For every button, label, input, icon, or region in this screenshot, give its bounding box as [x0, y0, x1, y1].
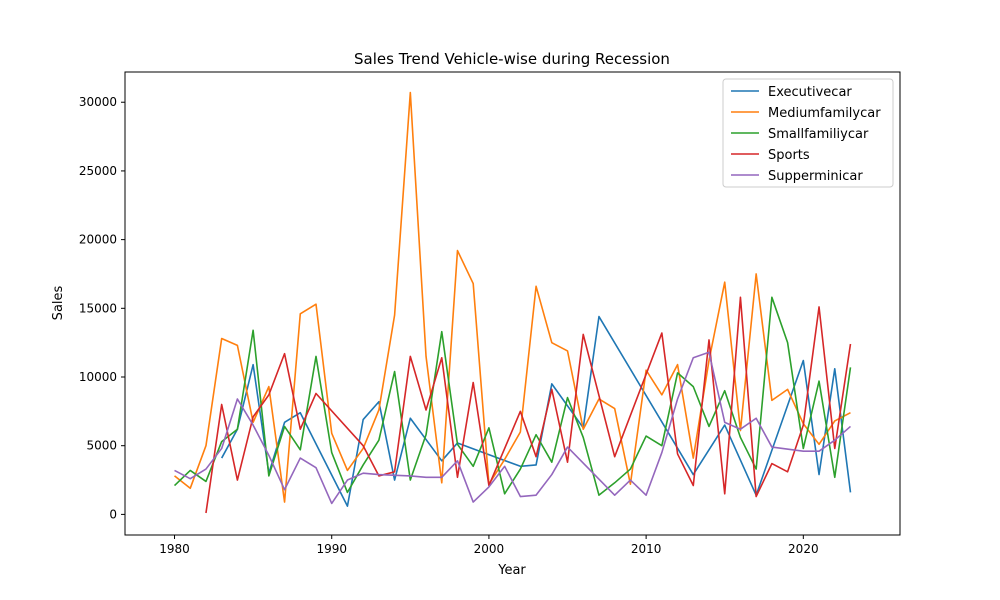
legend-label-executivecar: Executivecar	[768, 85, 852, 100]
legend-label-smallfamiliycar: Smallfamiliycar	[768, 127, 869, 142]
series-line-sports	[205, 296, 852, 514]
x-axis-ticks: 1980 1990 2000 2010 2020	[159, 535, 819, 556]
x-tick-label: 2010	[631, 542, 662, 556]
x-tick-label: 1980	[159, 542, 190, 556]
legend: Executivecar Mediumfamilycar Smallfamiliyc…	[722, 78, 894, 188]
legend-label-mediumfamilycar: Mediumfamilycar	[768, 106, 881, 121]
axes-frame	[124, 71, 901, 536]
y-tick-label: 20000	[79, 233, 117, 247]
y-tick-label: 30000	[79, 95, 117, 109]
x-axis-label: Year	[497, 563, 526, 578]
y-axis-ticks: 0 5000 10000 15000 20000 25000 30000	[79, 95, 125, 521]
plot-area	[173, 91, 852, 514]
y-tick-label: 10000	[79, 370, 117, 384]
legend-box	[722, 78, 894, 188]
chart-title: Sales Trend Vehicle-wise during Recessio…	[354, 50, 670, 68]
x-tick-label: 1990	[316, 542, 347, 556]
y-tick-label: 15000	[79, 301, 117, 315]
series-line-supperminicar	[174, 351, 852, 505]
y-axis-label: Sales	[51, 285, 66, 320]
x-tick-label: 2000	[474, 542, 505, 556]
y-tick-label: 0	[109, 507, 117, 521]
x-tick-label: 2020	[788, 542, 819, 556]
series-line-mediumfamilycar	[174, 91, 851, 503]
y-tick-label: 25000	[79, 164, 117, 178]
legend-label-sports: Sports	[768, 148, 810, 163]
y-tick-label: 5000	[86, 439, 117, 453]
legend-label-supperminicar: Supperminicar	[768, 169, 863, 184]
